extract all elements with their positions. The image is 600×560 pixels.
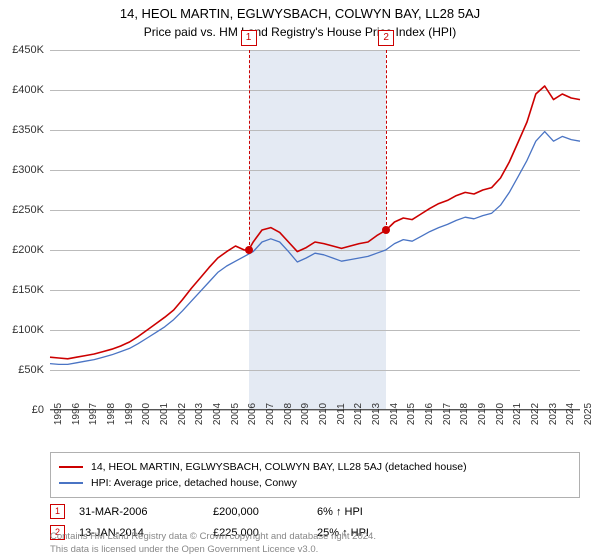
x-tick-label: 1996 <box>71 403 82 425</box>
legend-row: 14, HEOL MARTIN, EGLWYSBACH, COLWYN BAY,… <box>59 459 571 475</box>
sale-marker-box: 1 <box>50 504 65 519</box>
x-tick-label: 2016 <box>424 403 435 425</box>
x-tick-label: 2012 <box>353 403 364 425</box>
sale-row: 1 31-MAR-2006 £200,000 6% ↑ HPI <box>50 504 580 519</box>
legend-box: 14, HEOL MARTIN, EGLWYSBACH, COLWYN BAY,… <box>50 452 580 498</box>
x-tick-label: 2005 <box>230 403 241 425</box>
chart-subtitle: Price paid vs. HM Land Registry's House … <box>0 21 600 39</box>
legend-row: HPI: Average price, detached house, Conw… <box>59 475 571 491</box>
marker-vline <box>386 50 387 230</box>
x-tick-label: 2008 <box>283 403 294 425</box>
y-tick-label: £450K <box>12 44 44 56</box>
x-tick-label: 2001 <box>159 403 170 425</box>
x-tick-label: 1997 <box>88 403 99 425</box>
x-tick-label: 2017 <box>442 403 453 425</box>
y-tick-label: £350K <box>12 124 44 136</box>
x-tick-label: 2009 <box>300 403 311 425</box>
x-tick-label: 2000 <box>141 403 152 425</box>
marker-vline <box>249 50 250 250</box>
y-tick-label: £400K <box>12 84 44 96</box>
x-tick-label: 2024 <box>565 403 576 425</box>
footer-line-2: This data is licensed under the Open Gov… <box>50 544 376 556</box>
y-tick-label: £300K <box>12 164 44 176</box>
y-tick-label: £0 <box>32 404 44 416</box>
x-tick-label: 1999 <box>124 403 135 425</box>
footer-attribution: Contains HM Land Registry data © Crown c… <box>50 531 376 556</box>
x-tick-label: 2010 <box>318 403 329 425</box>
sale-price: £200,000 <box>213 506 303 518</box>
x-tick-label: 2015 <box>406 403 417 425</box>
x-tick-label: 2021 <box>512 403 523 425</box>
legend-label: HPI: Average price, detached house, Conw… <box>91 475 297 491</box>
legend-swatch <box>59 482 83 484</box>
x-tick-label: 2023 <box>548 403 559 425</box>
y-tick-label: £100K <box>12 324 44 336</box>
marker-dot <box>382 226 390 234</box>
chart-plot-area: 12 £0£50K£100K£150K£200K£250K£300K£350K£… <box>50 50 580 410</box>
x-tick-label: 2003 <box>194 403 205 425</box>
x-tick-label: 2019 <box>477 403 488 425</box>
sale-diff: 6% ↑ HPI <box>317 506 437 518</box>
x-tick-label: 2020 <box>495 403 506 425</box>
marker-number-box: 2 <box>378 30 394 46</box>
x-tick-label: 2022 <box>530 403 541 425</box>
y-tick-label: £250K <box>12 204 44 216</box>
x-tick-label: 2011 <box>336 403 347 425</box>
y-tick-label: £50K <box>18 364 44 376</box>
line-series-svg <box>50 50 580 410</box>
footer-line-1: Contains HM Land Registry data © Crown c… <box>50 531 376 543</box>
x-tick-label: 2004 <box>212 403 223 425</box>
x-tick-label: 2013 <box>371 403 382 425</box>
marker-number-box: 1 <box>241 30 257 46</box>
series-hpi <box>50 132 580 365</box>
sale-date: 31-MAR-2006 <box>79 506 199 518</box>
x-tick-label: 1995 <box>53 403 64 425</box>
chart-title: 14, HEOL MARTIN, EGLWYSBACH, COLWYN BAY,… <box>0 0 600 21</box>
legend-label: 14, HEOL MARTIN, EGLWYSBACH, COLWYN BAY,… <box>91 459 467 475</box>
x-tick-label: 2025 <box>583 403 594 425</box>
legend-swatch <box>59 466 83 468</box>
x-tick-label: 2014 <box>389 403 400 425</box>
x-tick-label: 2002 <box>177 403 188 425</box>
x-tick-label: 2007 <box>265 403 276 425</box>
legend-area: 14, HEOL MARTIN, EGLWYSBACH, COLWYN BAY,… <box>50 452 580 540</box>
x-tick-label: 2018 <box>459 403 470 425</box>
x-tick-label: 2006 <box>247 403 258 425</box>
series-price_paid <box>50 86 580 359</box>
x-tick-label: 1998 <box>106 403 117 425</box>
marker-dot <box>245 246 253 254</box>
y-tick-label: £200K <box>12 244 44 256</box>
y-tick-label: £150K <box>12 284 44 296</box>
